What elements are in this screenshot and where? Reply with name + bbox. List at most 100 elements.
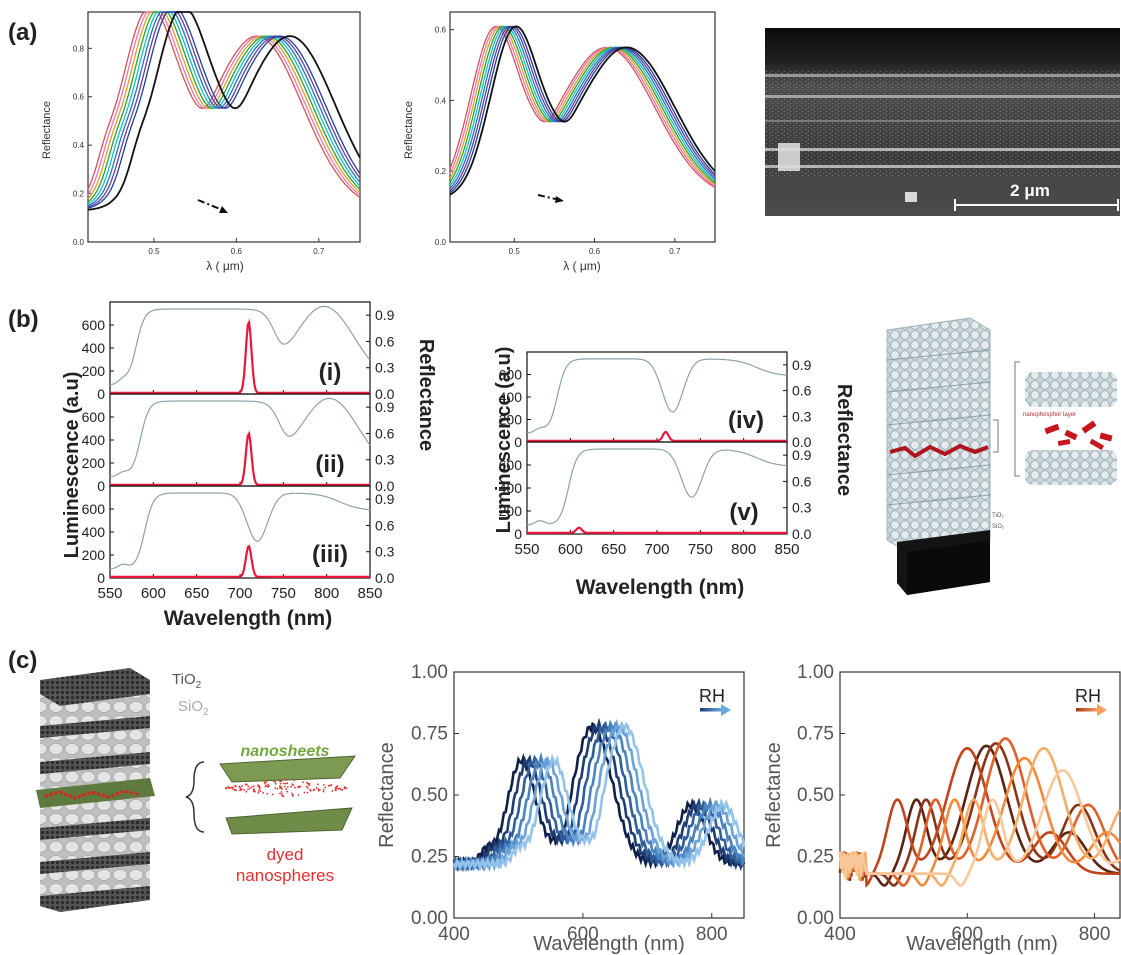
dye-dot bbox=[240, 788, 243, 791]
dye-dot bbox=[297, 786, 300, 789]
dye-dot bbox=[305, 785, 308, 788]
dye-dot bbox=[317, 789, 320, 792]
dye-dot bbox=[279, 782, 282, 785]
c-ytick-label: 0.00 bbox=[411, 908, 448, 929]
b-y2tick-label: 0.6 bbox=[375, 517, 395, 533]
dye-dot bbox=[258, 785, 261, 788]
b-y2tick-label: 0.0 bbox=[375, 386, 395, 402]
b-y2tick-label: 0.3 bbox=[375, 544, 395, 560]
scale-label: 2 μm bbox=[1010, 181, 1050, 200]
b-y2tick-label: 0.9 bbox=[792, 357, 812, 373]
dye-dot bbox=[239, 786, 242, 789]
a-ytick-label: 0.2 bbox=[73, 190, 85, 199]
b-y2tick-label: 0.3 bbox=[792, 500, 812, 516]
b-ytick-label: 600 bbox=[499, 367, 523, 383]
dye-dot bbox=[286, 782, 289, 785]
a-series-line bbox=[87, 11, 361, 196]
stack-sio2-label: SiO₂ bbox=[992, 524, 1005, 530]
c-ytick-label: 0.25 bbox=[411, 847, 448, 868]
dye-dot bbox=[265, 781, 268, 783]
b-ytick-label: 0 bbox=[97, 386, 105, 402]
dye-dot bbox=[283, 785, 286, 788]
b-ytick-label: 0 bbox=[514, 526, 522, 542]
a-ytick-label: 0.8 bbox=[73, 44, 85, 53]
b-reflectance-line bbox=[526, 448, 788, 526]
dye-dot bbox=[345, 787, 348, 789]
b-ytick-label: 400 bbox=[82, 340, 106, 356]
b-xtick-label: 700 bbox=[644, 541, 669, 558]
b-luminescence-line bbox=[527, 430, 787, 442]
sem-image: 2 μm bbox=[765, 28, 1120, 216]
dye-dot bbox=[247, 788, 249, 791]
b-y2tick-label: 0.6 bbox=[375, 333, 395, 349]
b-y2tick-label: 0.0 bbox=[792, 434, 812, 450]
dye-dot bbox=[247, 785, 250, 788]
chart-b-left: 02004006000.00.30.60.9(i)02004006000.00.… bbox=[61, 301, 437, 630]
dye-dot bbox=[272, 780, 275, 783]
dye-dot bbox=[306, 782, 309, 785]
dye-dot bbox=[284, 782, 287, 785]
c-ytick-label: 0.00 bbox=[797, 908, 834, 929]
dye-dot bbox=[308, 783, 311, 785]
dye-dot bbox=[249, 787, 251, 790]
dye-dot bbox=[252, 785, 255, 787]
dye-dot bbox=[279, 780, 281, 782]
dye-dot bbox=[228, 786, 231, 789]
b-ytick-label: 200 bbox=[82, 363, 106, 379]
dye-dot bbox=[286, 786, 289, 788]
dye-dot bbox=[264, 782, 266, 785]
dye-dot bbox=[234, 785, 237, 788]
c2-rh-label: RH bbox=[1075, 686, 1101, 706]
dye-dot bbox=[337, 788, 340, 790]
a-series-line bbox=[449, 25, 716, 188]
b-y2tick-label: 0.9 bbox=[792, 447, 812, 463]
dye-dot bbox=[230, 786, 233, 789]
dye-dot bbox=[322, 788, 325, 791]
dye-dot bbox=[315, 787, 318, 789]
b-left-ylabel: Luminescence (a.u) bbox=[61, 372, 83, 559]
c2-rh-arrow bbox=[1076, 708, 1098, 712]
nanosheets-label: nanosheets bbox=[241, 743, 330, 760]
a-series-line bbox=[449, 25, 716, 192]
c1-rh-label: RH bbox=[699, 686, 725, 706]
dye-dot bbox=[276, 787, 279, 790]
dye-dot bbox=[257, 792, 260, 794]
b-subplot-label: (ii) bbox=[315, 451, 344, 478]
dye-dot bbox=[306, 791, 309, 794]
b-luminescence-line bbox=[110, 318, 370, 394]
dye-dot bbox=[331, 790, 334, 792]
dye-dot bbox=[294, 786, 296, 789]
dye-dot bbox=[317, 788, 320, 791]
dye-dot bbox=[335, 787, 338, 790]
b-ytick-label: 200 bbox=[82, 547, 106, 563]
b-ytick-label: 600 bbox=[82, 409, 106, 425]
dye-dot bbox=[265, 785, 268, 787]
b-reflectance-line bbox=[526, 358, 788, 434]
a-series-line bbox=[449, 25, 716, 189]
dye-dot bbox=[267, 783, 269, 786]
b-ytick-label: 400 bbox=[82, 432, 106, 448]
dye-dot bbox=[322, 790, 325, 793]
a-series-line bbox=[449, 25, 716, 187]
a2-ylabel: Reflectance bbox=[403, 101, 415, 159]
dye-dot bbox=[299, 785, 301, 788]
b-xtick-label: 600 bbox=[558, 541, 583, 558]
b-ytick-label: 200 bbox=[499, 412, 523, 428]
dye-dot bbox=[235, 789, 238, 792]
b-xtick-label: 850 bbox=[774, 541, 799, 558]
panel-label-b: (b) bbox=[8, 306, 39, 333]
b-xtick-label: 650 bbox=[184, 585, 209, 602]
chart-a2: 0.5 0.6 0.7 0.0 0.2 0.4 0.6 Reflectance λ ( μm… bbox=[403, 11, 716, 273]
dye-dot bbox=[245, 790, 248, 793]
dye-dot bbox=[292, 795, 294, 797]
b-ytick-label: 400 bbox=[82, 524, 106, 540]
dye-dot bbox=[280, 780, 283, 783]
dye-dot bbox=[231, 788, 234, 790]
dye-dot bbox=[336, 785, 339, 787]
dye-dot bbox=[327, 784, 330, 787]
a-xtick-label: 0.7 bbox=[313, 247, 325, 256]
chart-b-right: 02004006000.00.30.60.9(iv)02004006000.00… bbox=[493, 347, 855, 599]
dye-dot bbox=[280, 786, 283, 788]
c-ytick-label: 0.25 bbox=[797, 847, 834, 868]
c-xtick-label: 800 bbox=[1079, 924, 1111, 945]
